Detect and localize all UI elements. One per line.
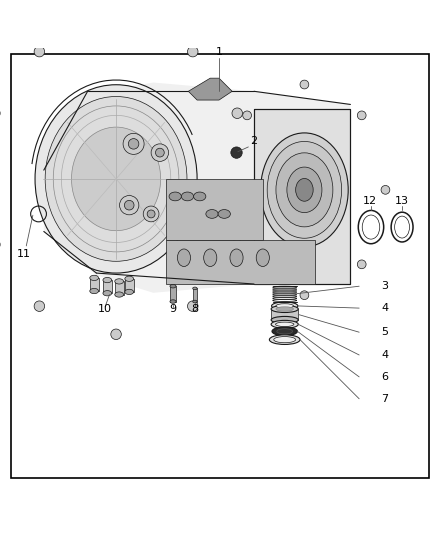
Ellipse shape	[125, 276, 134, 281]
Circle shape	[124, 200, 134, 210]
Text: 4: 4	[381, 350, 388, 360]
Polygon shape	[193, 288, 197, 302]
Ellipse shape	[170, 300, 176, 303]
Text: 10: 10	[98, 304, 112, 314]
Circle shape	[111, 329, 121, 340]
Polygon shape	[90, 278, 99, 291]
Ellipse shape	[261, 133, 348, 247]
Ellipse shape	[181, 192, 194, 201]
Circle shape	[381, 185, 390, 194]
Circle shape	[300, 291, 309, 300]
Circle shape	[232, 108, 243, 118]
Circle shape	[155, 148, 164, 157]
Circle shape	[357, 111, 366, 120]
Text: 8: 8	[191, 304, 198, 314]
Ellipse shape	[194, 192, 206, 201]
Ellipse shape	[277, 329, 293, 334]
Ellipse shape	[103, 278, 112, 282]
Circle shape	[187, 301, 198, 311]
Ellipse shape	[274, 336, 296, 343]
Polygon shape	[254, 109, 350, 284]
Text: 12: 12	[363, 196, 377, 206]
Ellipse shape	[193, 300, 197, 303]
Ellipse shape	[276, 153, 333, 227]
Text: 1: 1	[215, 47, 223, 57]
Ellipse shape	[35, 85, 197, 273]
Polygon shape	[166, 179, 263, 240]
Text: 3: 3	[381, 281, 388, 291]
Ellipse shape	[71, 127, 161, 231]
Ellipse shape	[230, 249, 243, 266]
Ellipse shape	[271, 317, 298, 324]
Polygon shape	[166, 240, 315, 284]
Ellipse shape	[276, 307, 293, 311]
Ellipse shape	[125, 289, 134, 295]
Circle shape	[111, 18, 121, 29]
Circle shape	[128, 139, 139, 149]
Circle shape	[120, 196, 139, 215]
Ellipse shape	[115, 279, 124, 284]
Ellipse shape	[204, 249, 217, 266]
Circle shape	[34, 46, 45, 57]
Text: 2: 2	[251, 136, 258, 146]
Ellipse shape	[276, 322, 294, 327]
Text: 9: 9	[170, 304, 177, 314]
Circle shape	[143, 206, 159, 222]
Ellipse shape	[269, 335, 300, 344]
Polygon shape	[170, 286, 176, 302]
Ellipse shape	[206, 209, 218, 219]
Circle shape	[232, 239, 243, 250]
Text: 7: 7	[381, 394, 388, 404]
Ellipse shape	[170, 285, 176, 288]
Ellipse shape	[169, 192, 181, 201]
Ellipse shape	[272, 302, 298, 310]
Circle shape	[219, 185, 228, 194]
Ellipse shape	[193, 287, 197, 290]
Ellipse shape	[267, 141, 342, 238]
Circle shape	[357, 260, 366, 269]
Circle shape	[147, 210, 155, 218]
Ellipse shape	[45, 96, 187, 261]
Polygon shape	[125, 279, 134, 292]
Ellipse shape	[271, 305, 298, 312]
Circle shape	[187, 46, 198, 57]
Ellipse shape	[256, 249, 269, 266]
Ellipse shape	[271, 320, 298, 328]
Ellipse shape	[177, 249, 191, 266]
Ellipse shape	[287, 167, 322, 213]
Circle shape	[231, 147, 242, 158]
Circle shape	[34, 301, 45, 311]
Circle shape	[243, 260, 251, 269]
Text: 6: 6	[381, 372, 388, 382]
Ellipse shape	[90, 275, 99, 280]
Polygon shape	[103, 280, 112, 293]
Text: 13: 13	[395, 196, 409, 206]
Polygon shape	[188, 78, 232, 100]
Ellipse shape	[103, 290, 112, 296]
Circle shape	[300, 80, 309, 89]
Ellipse shape	[276, 304, 293, 308]
Circle shape	[151, 144, 169, 161]
Polygon shape	[44, 83, 350, 293]
Text: 4: 4	[381, 303, 388, 313]
Polygon shape	[271, 309, 298, 320]
Ellipse shape	[218, 209, 230, 219]
Circle shape	[243, 111, 251, 120]
Ellipse shape	[296, 179, 313, 201]
Circle shape	[123, 133, 144, 155]
Polygon shape	[115, 281, 124, 295]
Ellipse shape	[272, 327, 297, 336]
Ellipse shape	[90, 288, 99, 294]
Ellipse shape	[115, 292, 124, 297]
Text: 5: 5	[381, 327, 388, 337]
Text: 11: 11	[17, 249, 31, 259]
